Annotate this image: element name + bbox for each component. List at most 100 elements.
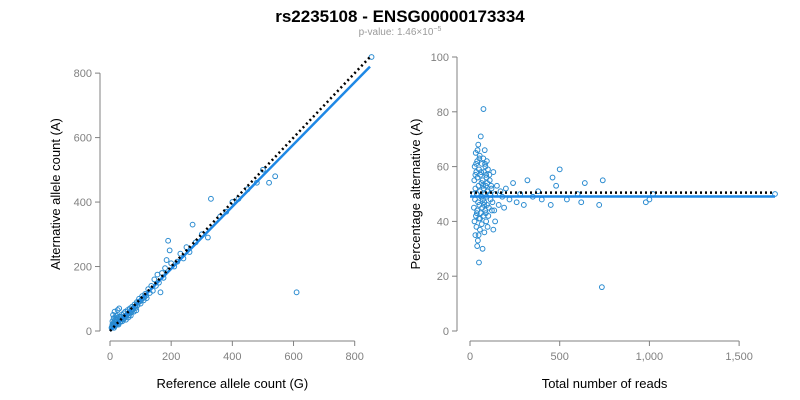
- data-point: [474, 237, 481, 244]
- data-point: [473, 160, 480, 167]
- x-axis-label: Total number of reads: [542, 376, 668, 391]
- data-point: [491, 207, 498, 214]
- data-point: [111, 323, 118, 330]
- data-point: [477, 215, 483, 222]
- data-point: [471, 177, 478, 184]
- y-tick-label: 80: [437, 107, 449, 119]
- data-point: [166, 247, 173, 254]
- data-point: [506, 196, 513, 203]
- data-point: [229, 199, 236, 205]
- data-point: [204, 234, 211, 241]
- data-point: [472, 185, 479, 192]
- data-point: [481, 147, 488, 154]
- data-point: [480, 106, 487, 112]
- data-point: [480, 182, 486, 189]
- data-point: [549, 174, 556, 181]
- data-point: [208, 195, 214, 202]
- data-point: [162, 265, 168, 272]
- data-point: [563, 196, 570, 203]
- data-point: [553, 182, 560, 189]
- data-point: [482, 160, 488, 167]
- data-point: [484, 223, 491, 230]
- data-point: [476, 226, 483, 233]
- data-point: [476, 155, 483, 162]
- data-point: [151, 276, 158, 283]
- data-point: [478, 180, 485, 186]
- x-tick-label: 400: [223, 351, 241, 363]
- data-point: [477, 133, 484, 140]
- data-point: [479, 177, 486, 184]
- data-point: [183, 244, 190, 251]
- data-point: [492, 218, 499, 225]
- data-point: [471, 163, 478, 170]
- chart-subtitle: p-value: 1.46×10−5: [359, 26, 442, 38]
- data-point: [133, 307, 140, 314]
- data-point: [163, 257, 170, 263]
- data-point: [474, 207, 481, 214]
- data-point: [127, 312, 134, 319]
- x-tick-label: 200: [162, 351, 180, 363]
- data-point: [474, 243, 481, 249]
- data-point: [483, 171, 490, 178]
- data-point: [143, 295, 150, 302]
- data-point: [293, 289, 300, 296]
- chart-title: rs2235108 - ENSG00000173334: [275, 7, 525, 26]
- y-tick-label: 400: [74, 197, 92, 209]
- data-point: [598, 284, 605, 291]
- data-point: [189, 221, 196, 228]
- data-point: [490, 169, 497, 175]
- left-scatter-panel: 0 200 400 600 800 0 200 400 600 800 Reference alle…: [48, 54, 375, 391]
- data-point: [482, 207, 489, 214]
- data-point: [474, 147, 481, 154]
- data-point: [478, 169, 485, 175]
- data-point: [473, 210, 480, 217]
- data-point: [472, 196, 478, 203]
- data-point: [488, 207, 495, 214]
- data-point: [495, 202, 502, 208]
- data-point: [266, 179, 272, 186]
- data-point: [471, 204, 477, 211]
- x-tick-label: 0: [467, 351, 473, 363]
- data-point: [479, 245, 486, 252]
- data-point: [478, 160, 485, 167]
- data-point: [272, 173, 279, 180]
- x-tick-label: 600: [284, 351, 302, 363]
- data-point: [116, 305, 123, 312]
- x-tick-label: 800: [346, 351, 364, 363]
- data-point: [596, 202, 603, 208]
- y-tick-label: 100: [431, 52, 449, 64]
- y-axis-label: Percentage alternative (A): [408, 118, 423, 269]
- data-point: [475, 141, 482, 148]
- data-point: [157, 289, 164, 296]
- y-axis-label: Alternative allele count (A): [48, 118, 63, 270]
- data-point: [488, 182, 495, 189]
- data-point: [475, 199, 481, 206]
- data-point: [489, 199, 496, 206]
- data-point: [547, 202, 554, 208]
- y-tick-label: 600: [74, 133, 92, 145]
- data-point: [520, 202, 527, 208]
- data-point: [481, 229, 488, 236]
- data-point: [478, 221, 485, 228]
- subtitle-text: p-value: 1.46×10: [359, 27, 434, 38]
- subtitle-exponent: −5: [433, 26, 441, 33]
- data-point: [472, 171, 479, 178]
- data-point: [642, 199, 649, 206]
- data-point: [475, 232, 482, 239]
- data-point: [488, 185, 495, 192]
- data-point: [535, 188, 542, 195]
- data-point: [114, 307, 121, 313]
- data-point: [154, 271, 161, 278]
- data-point: [524, 177, 531, 184]
- data-point: [481, 202, 487, 208]
- data-point: [471, 218, 478, 225]
- y-tick-label: 0: [86, 326, 92, 338]
- data-point: [368, 54, 375, 60]
- data-point: [513, 199, 520, 206]
- x-tick-label: 0: [107, 351, 113, 363]
- data-point: [486, 171, 493, 178]
- x-tick-label: 1,500: [725, 351, 753, 363]
- data-point: [485, 166, 491, 173]
- data-point: [510, 180, 516, 186]
